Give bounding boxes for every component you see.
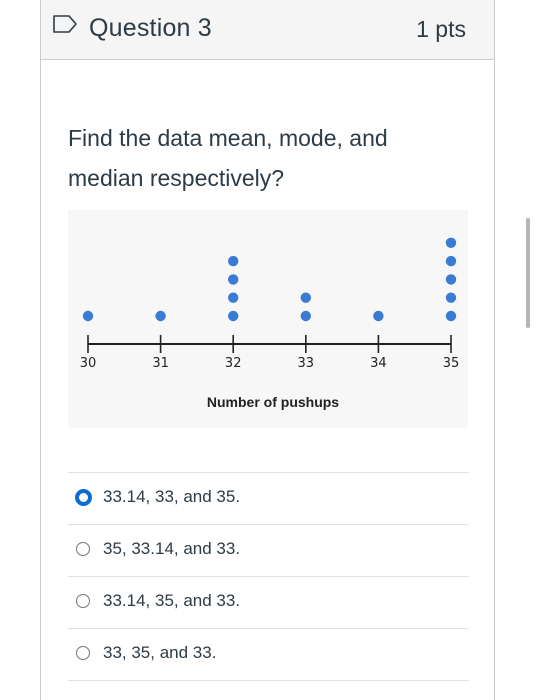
data-point [300, 292, 311, 303]
answer-option[interactable]: 33, 35, and 33. [68, 629, 469, 681]
answer-list: 33.14, 33, and 35. 35, 33.14, and 33. 33… [68, 472, 469, 681]
x-tick-label: 32 [225, 356, 242, 371]
x-tick-label: 33 [298, 356, 315, 371]
data-point [228, 274, 239, 285]
radio-button[interactable] [76, 542, 90, 556]
question-prompt: Find the data mean, mode, and median res… [68, 125, 388, 191]
answer-option[interactable]: 33.14, 35, and 33. [68, 577, 469, 629]
data-point [445, 310, 457, 322]
answer-label: 33.14, 35, and 33. [103, 591, 241, 610]
answer-label: 35, 33.14, and 33. [103, 539, 241, 558]
radio-button[interactable] [76, 646, 90, 660]
data-point [445, 255, 457, 267]
data-point [445, 237, 457, 248]
answer-label: 33, 35, and 33. [103, 643, 217, 662]
answer-option[interactable]: 33.14, 33, and 35. [68, 473, 469, 525]
data-point [445, 292, 457, 303]
answer-label: 33.14, 33, and 35. [103, 487, 241, 506]
x-tick-label: 30 [80, 356, 97, 371]
data-point [82, 310, 94, 322]
data-point [155, 310, 166, 322]
radio-button[interactable] [75, 489, 92, 506]
data-point [300, 310, 311, 322]
data-point [228, 255, 239, 267]
radio-button[interactable] [76, 594, 90, 608]
data-point [445, 274, 457, 285]
x-axis-label: Number of pushups [207, 394, 339, 410]
data-point [228, 292, 239, 303]
answer-option[interactable]: 35, 33.14, and 33. [68, 525, 469, 577]
x-tick-label: 34 [370, 356, 387, 371]
dot-plot: 30 31 32 33 34 35 Number of pushups [68, 210, 468, 428]
data-point [373, 310, 384, 322]
question-title: Question 3 [89, 14, 212, 42]
flag-question-icon[interactable] [52, 14, 78, 34]
dot-plot-svg: 30 31 32 33 34 35 Number of pushups [80, 237, 460, 410]
x-tick-label: 35 [443, 356, 460, 371]
question-points: 1 pts [416, 16, 466, 42]
x-tick-label: 31 [152, 356, 169, 371]
question-header: Question 3 1 pts [41, 0, 494, 60]
question-card: Question 3 1 pts Find the data mean, mod… [40, 0, 495, 700]
data-point [228, 310, 239, 322]
scrollbar[interactable] [526, 218, 530, 328]
